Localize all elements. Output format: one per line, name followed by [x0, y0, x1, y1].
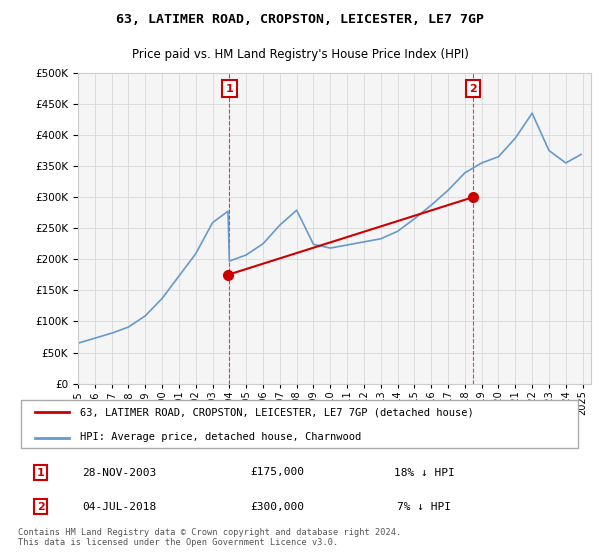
Text: 2: 2: [37, 502, 44, 511]
Text: 04-JUL-2018: 04-JUL-2018: [82, 502, 157, 511]
Text: 28-NOV-2003: 28-NOV-2003: [82, 468, 157, 478]
Text: 63, LATIMER ROAD, CROPSTON, LEICESTER, LE7 7GP: 63, LATIMER ROAD, CROPSTON, LEICESTER, L…: [116, 13, 484, 26]
Text: 1: 1: [226, 83, 233, 94]
Text: Contains HM Land Registry data © Crown copyright and database right 2024.
This d: Contains HM Land Registry data © Crown c…: [18, 528, 401, 547]
FancyBboxPatch shape: [21, 400, 578, 448]
Text: 7% ↓ HPI: 7% ↓ HPI: [397, 502, 451, 511]
Text: 2: 2: [469, 83, 477, 94]
Text: Price paid vs. HM Land Registry's House Price Index (HPI): Price paid vs. HM Land Registry's House …: [131, 48, 469, 61]
Text: 1: 1: [37, 468, 44, 478]
Text: HPI: Average price, detached house, Charnwood: HPI: Average price, detached house, Char…: [80, 432, 361, 442]
Text: £300,000: £300,000: [250, 502, 304, 511]
Text: 18% ↓ HPI: 18% ↓ HPI: [394, 468, 454, 478]
Text: £175,000: £175,000: [250, 468, 304, 478]
Text: 63, LATIMER ROAD, CROPSTON, LEICESTER, LE7 7GP (detached house): 63, LATIMER ROAD, CROPSTON, LEICESTER, L…: [80, 408, 474, 418]
